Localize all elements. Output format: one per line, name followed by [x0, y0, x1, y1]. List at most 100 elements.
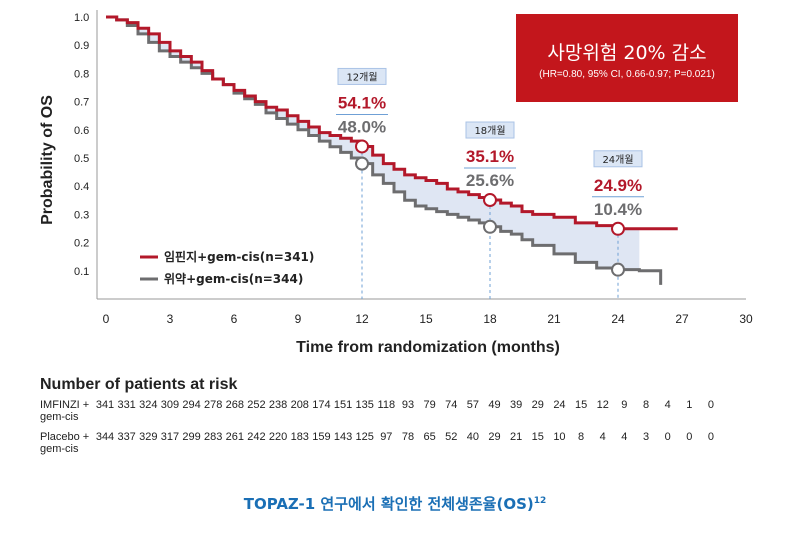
risk-count: 21 [510, 431, 523, 443]
y-tick-label: 0.3 [74, 209, 89, 221]
imfinzi-timepoint-marker [483, 193, 497, 208]
risk-count: 329 [139, 431, 158, 443]
risk-count: 97 [380, 431, 393, 443]
km-chart: 0.1 0.2 0.3 0.4 0.5 0.6 0.7 0.8 0.9 1.0 0 3 6 9 12 15 18… [39, 10, 753, 356]
risk-count: 29 [488, 431, 501, 443]
risk-count: 74 [445, 399, 458, 411]
risk-count: 15 [531, 431, 544, 443]
placebo-survival-value: 10.4% [594, 200, 642, 219]
imfinzi-curve [106, 15, 678, 231]
risk-count: 57 [466, 399, 479, 411]
risk-count: 125 [355, 431, 374, 443]
y-tick-label: 0.9 [74, 40, 89, 52]
risk-count: 159 [312, 431, 331, 443]
risk-count: 39 [510, 399, 523, 411]
risk-row-label: Placebo + gem-cis [40, 431, 90, 455]
placebo-timepoint-marker [355, 156, 369, 171]
risk-count: 242 [247, 431, 266, 443]
risk-count: 52 [445, 431, 458, 443]
imfinzi-survival-value: 24.9% [594, 176, 642, 195]
y-tick-label: 0.7 [74, 97, 89, 109]
y-tick-label: 0.1 [74, 266, 89, 278]
risk-count: 220 [268, 431, 288, 443]
risk-count: 79 [423, 399, 436, 411]
risk-count: 344 [95, 431, 115, 443]
placebo-curve [106, 15, 663, 285]
hazard-ratio-box: 사망위험 20% 감소 (HR=0.80, 95% CI, 0.66-0.97;… [516, 14, 738, 102]
x-tick-label: 15 [419, 312, 433, 326]
timepoint-label: 12개월 [346, 71, 377, 83]
risk-count: 337 [117, 431, 136, 443]
risk-count: 4 [621, 431, 628, 443]
caption-text: TOPAZ-1 연구에서 확인한 전체생존율(OS) [243, 495, 534, 513]
risk-count: 29 [531, 399, 544, 411]
x-tick-label: 9 [295, 312, 302, 326]
risk-count: 341 [95, 399, 115, 411]
timepoint-label-box [593, 150, 643, 168]
risk-count: 1 [686, 399, 693, 411]
risk-row-label: IMFINZI + gem-cis [40, 399, 90, 423]
y-tick-label: 0.2 [74, 238, 89, 250]
survival-gap-area [106, 17, 640, 271]
imfinzi-survival-value: 35.1% [466, 147, 514, 166]
risk-count: 324 [139, 399, 158, 411]
risk-count: 0 [664, 431, 671, 443]
y-tick-label: 0.6 [74, 125, 89, 137]
legend-placebo-label: 위약+gem-cis(n=344) [164, 271, 303, 286]
risk-count: 3 [642, 431, 650, 443]
risk-count: 65 [423, 431, 436, 443]
risk-count: 183 [290, 431, 309, 443]
caption-reference: 12 [533, 496, 547, 506]
risk-count: 317 [160, 431, 180, 443]
risk-count: 261 [225, 431, 245, 443]
y-tick-label: 1.0 [74, 12, 89, 24]
risk-count: 283 [204, 431, 223, 443]
timepoint-label: 18개월 [474, 125, 505, 137]
risk-count: 0 [707, 431, 714, 443]
risk-count: 24 [553, 399, 566, 411]
imfinzi-timepoint-marker [611, 221, 625, 236]
risk-count: 151 [333, 399, 353, 411]
hazard-ratio-main: 사망위험 20% 감소 [547, 42, 707, 64]
x-tick-label: 21 [547, 312, 561, 326]
legend-imfinzi-label: 임핀지+gem-cis(n=341) [164, 249, 314, 264]
imfinzi-timepoint-marker [355, 139, 369, 154]
risk-count: 15 [574, 399, 588, 411]
risk-count: 4 [599, 431, 606, 443]
risk-count: 8 [642, 399, 650, 411]
risk-count: 331 [117, 399, 136, 411]
risk-count: 278 [204, 399, 223, 411]
risk-count: 299 [182, 431, 201, 443]
timepoint-label-box [465, 121, 515, 139]
x-axis-title: Time from randomization (months) [296, 339, 560, 356]
risk-count: 8 [578, 431, 585, 443]
risk-count: 309 [160, 399, 180, 411]
risk-count: 174 [312, 399, 331, 411]
risk-count: 10 [553, 431, 566, 443]
risk-count: 4 [664, 399, 671, 411]
risk-count: 0 [707, 399, 714, 411]
risk-count: 118 [377, 399, 396, 411]
risk-count: 9 [621, 399, 628, 411]
placebo-timepoint-marker [483, 219, 497, 234]
risk-count: 208 [290, 399, 309, 411]
timepoint-label: 24개월 [602, 154, 633, 166]
placebo-timepoint-marker [611, 262, 625, 277]
risk-count: 12 [596, 399, 609, 411]
hazard-ratio-detail: (HR=0.80, 95% CI, 0.66-0.97; P=0.021) [539, 69, 715, 80]
timepoint-label-box [337, 67, 387, 85]
y-tick-label: 0.8 [74, 68, 89, 80]
risk-count: 0 [686, 431, 693, 443]
y-axis-title: Probability of OS [39, 95, 56, 225]
risk-count: 40 [466, 431, 479, 443]
placebo-survival-value: 48.0% [338, 117, 386, 136]
risk-count: 268 [225, 399, 245, 411]
x-tick-label: 27 [675, 312, 689, 326]
x-tick-label: 24 [611, 312, 625, 326]
risk-count: 93 [401, 399, 415, 411]
y-tick-label: 0.5 [74, 153, 89, 165]
risk-count: 78 [401, 431, 415, 443]
imfinzi-survival-value: 54.1% [338, 93, 386, 112]
x-tick-label: 0 [103, 312, 110, 326]
x-tick-label: 30 [739, 312, 753, 326]
